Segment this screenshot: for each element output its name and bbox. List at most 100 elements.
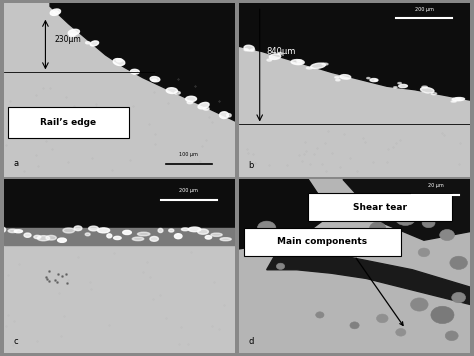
Circle shape: [431, 306, 454, 324]
Polygon shape: [50, 3, 235, 121]
Ellipse shape: [335, 77, 339, 78]
Ellipse shape: [37, 236, 50, 241]
Ellipse shape: [267, 59, 272, 61]
Polygon shape: [343, 179, 470, 240]
Circle shape: [316, 312, 324, 318]
Ellipse shape: [203, 107, 209, 110]
Circle shape: [376, 314, 388, 323]
Circle shape: [252, 248, 263, 256]
Ellipse shape: [57, 238, 66, 242]
Bar: [4, 228, 235, 245]
Ellipse shape: [150, 77, 160, 82]
Circle shape: [440, 230, 455, 241]
Ellipse shape: [456, 98, 461, 99]
Ellipse shape: [220, 238, 231, 241]
Ellipse shape: [187, 101, 192, 104]
Circle shape: [410, 298, 428, 311]
Ellipse shape: [123, 230, 131, 235]
Ellipse shape: [211, 233, 222, 236]
Ellipse shape: [297, 60, 302, 62]
Ellipse shape: [188, 227, 201, 232]
Ellipse shape: [186, 96, 197, 101]
Ellipse shape: [116, 59, 122, 62]
Ellipse shape: [132, 237, 144, 241]
Ellipse shape: [0, 227, 6, 232]
Bar: [9, 107, 129, 138]
Polygon shape: [239, 3, 470, 100]
Ellipse shape: [219, 112, 228, 119]
Ellipse shape: [90, 41, 99, 46]
Ellipse shape: [107, 234, 112, 238]
Ellipse shape: [227, 114, 231, 117]
Ellipse shape: [322, 63, 328, 65]
Polygon shape: [239, 179, 331, 249]
Ellipse shape: [158, 229, 163, 232]
Ellipse shape: [50, 9, 61, 15]
Ellipse shape: [85, 233, 90, 236]
Ellipse shape: [68, 29, 80, 35]
Ellipse shape: [85, 42, 90, 44]
Circle shape: [450, 256, 467, 269]
Ellipse shape: [398, 83, 401, 84]
Text: 100 μm: 100 μm: [179, 152, 198, 157]
Ellipse shape: [291, 59, 304, 65]
Ellipse shape: [393, 87, 397, 88]
Ellipse shape: [431, 93, 437, 95]
Bar: [4, 179, 235, 231]
Ellipse shape: [114, 236, 121, 240]
Ellipse shape: [174, 91, 180, 94]
Ellipse shape: [24, 233, 31, 237]
Text: Rail’s edge: Rail’s edge: [40, 118, 97, 127]
Text: Shear tear: Shear tear: [353, 203, 407, 212]
Text: d: d: [248, 337, 254, 346]
Ellipse shape: [422, 86, 428, 88]
Text: a: a: [13, 159, 18, 168]
Ellipse shape: [340, 75, 351, 79]
Ellipse shape: [113, 59, 125, 66]
Text: 230μm: 230μm: [55, 35, 82, 44]
Ellipse shape: [251, 49, 255, 51]
Ellipse shape: [63, 228, 74, 233]
Circle shape: [395, 210, 416, 225]
Text: Main components: Main components: [277, 237, 367, 246]
Ellipse shape: [74, 226, 82, 231]
Text: b: b: [248, 161, 254, 169]
Ellipse shape: [205, 236, 211, 239]
Ellipse shape: [297, 62, 302, 64]
Ellipse shape: [137, 232, 150, 236]
Circle shape: [422, 218, 435, 228]
Ellipse shape: [244, 48, 248, 51]
Ellipse shape: [8, 229, 17, 232]
Ellipse shape: [14, 230, 22, 233]
Bar: [244, 228, 401, 256]
Text: 20 μm: 20 μm: [428, 183, 443, 188]
Circle shape: [445, 331, 458, 341]
Ellipse shape: [152, 79, 157, 82]
Ellipse shape: [452, 98, 465, 101]
Ellipse shape: [399, 84, 407, 88]
Ellipse shape: [198, 229, 209, 234]
Ellipse shape: [336, 79, 340, 81]
Ellipse shape: [150, 236, 158, 241]
Ellipse shape: [89, 226, 99, 231]
Ellipse shape: [182, 228, 189, 231]
Circle shape: [370, 222, 386, 234]
Ellipse shape: [269, 54, 281, 59]
Circle shape: [257, 221, 276, 235]
Circle shape: [283, 240, 297, 251]
Circle shape: [418, 248, 430, 257]
Text: 200 μm: 200 μm: [179, 188, 198, 193]
Ellipse shape: [420, 88, 434, 93]
Ellipse shape: [367, 78, 370, 79]
Ellipse shape: [198, 103, 209, 109]
Ellipse shape: [278, 52, 283, 54]
Ellipse shape: [451, 101, 456, 102]
Ellipse shape: [370, 79, 378, 82]
Text: 200 μm: 200 μm: [414, 6, 433, 11]
Circle shape: [350, 322, 359, 329]
Ellipse shape: [169, 229, 174, 232]
Bar: [308, 193, 452, 221]
Circle shape: [396, 329, 406, 336]
Ellipse shape: [166, 88, 177, 94]
Ellipse shape: [46, 235, 56, 240]
